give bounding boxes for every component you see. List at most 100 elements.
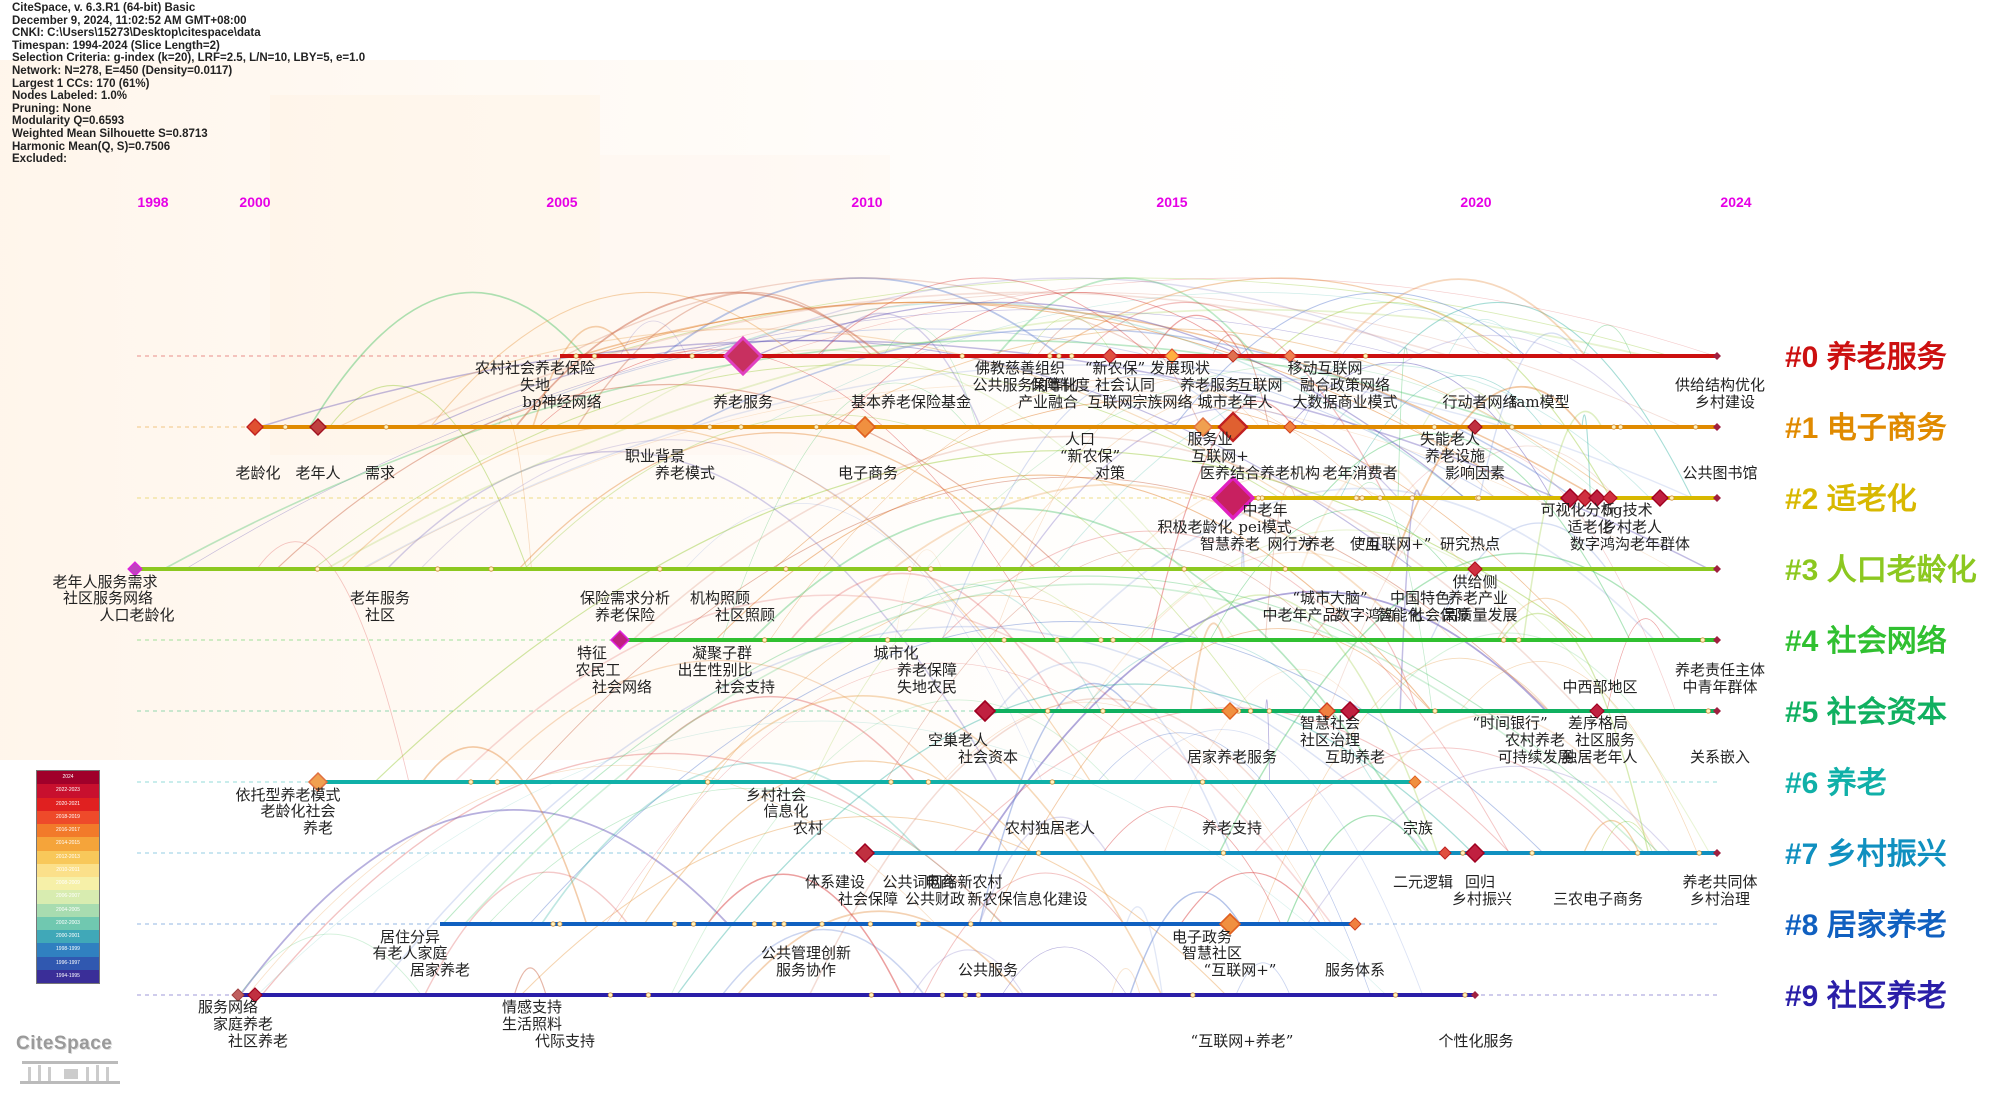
keyword-node[interactable] [1348,917,1362,931]
keyword-label[interactable]: 积极老龄化 [1157,518,1232,536]
keyword-label[interactable]: 居家养老服务 [1187,748,1277,766]
cluster-label[interactable]: #3 人口老龄化 [1785,554,1977,587]
keyword-label[interactable]: 老年服务 [350,589,410,607]
keyword-label[interactable]: bp神经网络 [522,393,601,411]
keyword-label[interactable]: 电商 [925,873,955,891]
keyword-label[interactable]: 互联网 [1237,376,1282,394]
keyword-label[interactable]: 养老 [1305,535,1335,553]
keyword-label[interactable]: 二元逻辑 [1393,873,1453,891]
keyword-label[interactable]: 智慧社区 [1182,944,1242,962]
keyword-label[interactable]: 家庭养老 [213,1015,273,1033]
keyword-label[interactable]: 信息化 [763,802,808,820]
keyword-label[interactable]: 公共管理创新 [761,944,851,962]
keyword-label[interactable]: 个性化服务 [1438,1032,1513,1050]
keyword-label[interactable]: 服务业 [1187,430,1232,448]
keyword-label[interactable]: 老年人 [295,464,340,482]
keyword-label[interactable]: 基本养老保险基金 [851,393,971,411]
keyword-node[interactable] [1283,349,1297,363]
keyword-label[interactable]: 新农保 [967,890,1012,908]
keyword-label[interactable]: 对策 [1095,464,1125,482]
cluster-label[interactable]: #2 适老化 [1785,483,1917,516]
keyword-label[interactable]: 出生性别比 [677,661,752,679]
keyword-label[interactable]: 乡村振兴 [1452,890,1512,908]
keyword-label[interactable]: 需求 [365,464,395,482]
keyword-node[interactable] [1217,411,1249,443]
keyword-node[interactable] [1438,846,1452,860]
keyword-label[interactable]: 大数据商业模式 [1292,393,1397,411]
keyword-label[interactable]: 生活照料 [502,1015,562,1033]
keyword-label[interactable]: 农民工 [575,661,620,679]
keyword-node[interactable] [231,988,245,1002]
keyword-label[interactable]: 社会保障 [838,890,898,908]
keyword-node[interactable] [973,699,997,723]
keyword-node[interactable] [1283,420,1297,434]
keyword-label[interactable]: 互联网+ [1191,447,1249,465]
keyword-label[interactable]: 三农电子商务 [1553,890,1643,908]
keyword-node[interactable] [1408,775,1422,789]
keyword-label[interactable]: 养老服务 [713,393,773,411]
keyword-label[interactable]: “互联网+” [1359,535,1432,553]
keyword-label[interactable]: 智慧养老 [1200,535,1260,553]
keyword-node[interactable] [247,987,263,1003]
keyword-label[interactable]: 社区治理 [1300,731,1360,749]
keyword-label[interactable]: 乡村老人 [1602,518,1662,536]
keyword-label[interactable]: “互联网+养老” [1191,1032,1294,1050]
keyword-label[interactable]: 社区服务 [1575,731,1635,749]
keyword-label[interactable]: 失地 [520,376,550,394]
keyword-node[interactable] [1576,489,1594,507]
keyword-label[interactable]: “城市大脑” [1292,589,1367,607]
keyword-label[interactable]: 社会保障 [1410,606,1470,624]
keyword-node[interactable] [1559,487,1581,509]
keyword-label[interactable]: 社会资本 [958,748,1018,766]
keyword-label[interactable]: 智能化 [1377,606,1422,624]
keyword-label[interactable]: 中西部地区 [1562,678,1637,696]
keyword-label[interactable]: 养老机构 [1260,464,1320,482]
keyword-label[interactable]: 互联网宗族网络 [1087,393,1192,411]
keyword-label[interactable]: 居家养老 [410,961,470,979]
keyword-label[interactable]: 中青年群体 [1682,678,1757,696]
keyword-node[interactable] [1602,490,1618,506]
keyword-label[interactable]: 研究热点 [1440,535,1500,553]
keyword-node[interactable] [853,415,877,439]
keyword-label[interactable]: 老龄化社会 [260,802,335,820]
keyword-node[interactable] [1339,700,1361,722]
keyword-label[interactable]: 养老共同体 [1682,873,1757,891]
keyword-node[interactable] [609,629,631,651]
keyword-label[interactable]: 可视化分析 [1540,501,1615,519]
keyword-label[interactable]: 关系嵌入 [1690,748,1750,766]
keyword-node[interactable] [1218,912,1242,936]
keyword-label[interactable]: 老年群体 [1630,535,1690,553]
keyword-label[interactable]: 保险需求分析 [580,589,670,607]
keyword-label[interactable]: 城市化 [873,644,918,662]
keyword-label[interactable]: 老龄化 [235,464,280,482]
keyword-label[interactable]: 数字鸿沟 [1335,606,1395,624]
keyword-node[interactable] [1102,348,1118,364]
keyword-label[interactable]: 社区照顾 [715,606,775,624]
keyword-label[interactable]: 服务协作 [776,961,836,979]
keyword-label[interactable]: 回归 [1465,873,1495,891]
keyword-label[interactable]: 农村养老 [1505,731,1565,749]
keyword-label[interactable]: “时间银行” [1472,714,1547,732]
keyword-label[interactable]: 医养结合 [1200,464,1260,482]
keyword-label[interactable]: 宗族 [1403,819,1433,837]
keyword-label[interactable]: 养老模式 [655,464,715,482]
keyword-label[interactable]: 信息化建设 [1012,890,1087,908]
cluster-label[interactable]: #4 社会网络 [1785,624,1947,658]
keyword-label[interactable]: 老年消费者 [1322,464,1397,482]
keyword-label[interactable]: 特征 [577,644,607,662]
keyword-label[interactable]: 老年人服务需求 [52,573,157,591]
keyword-label[interactable]: 融合政策网络 [1300,376,1390,394]
cluster-label[interactable]: #5 社会资本 [1785,696,1947,729]
keyword-node[interactable] [1226,349,1240,363]
keyword-label[interactable]: 凝聚子群 [692,644,752,662]
keyword-label[interactable]: 社会认同 [1095,376,1155,394]
keyword-label[interactable]: 行动者网络 [1442,393,1517,411]
keyword-label[interactable]: 数字鸿沟 [1570,535,1630,553]
keyword-label[interactable]: 电子商务 [838,464,898,482]
keyword-label[interactable]: 养老保障 [897,661,957,679]
keyword-label[interactable]: 服务网络 [198,998,258,1016]
keyword-label[interactable]: 空巢老人 [928,731,988,749]
keyword-label[interactable]: 农村独居老人 [1005,819,1095,837]
keyword-label[interactable]: 保障制度 [1030,376,1090,394]
